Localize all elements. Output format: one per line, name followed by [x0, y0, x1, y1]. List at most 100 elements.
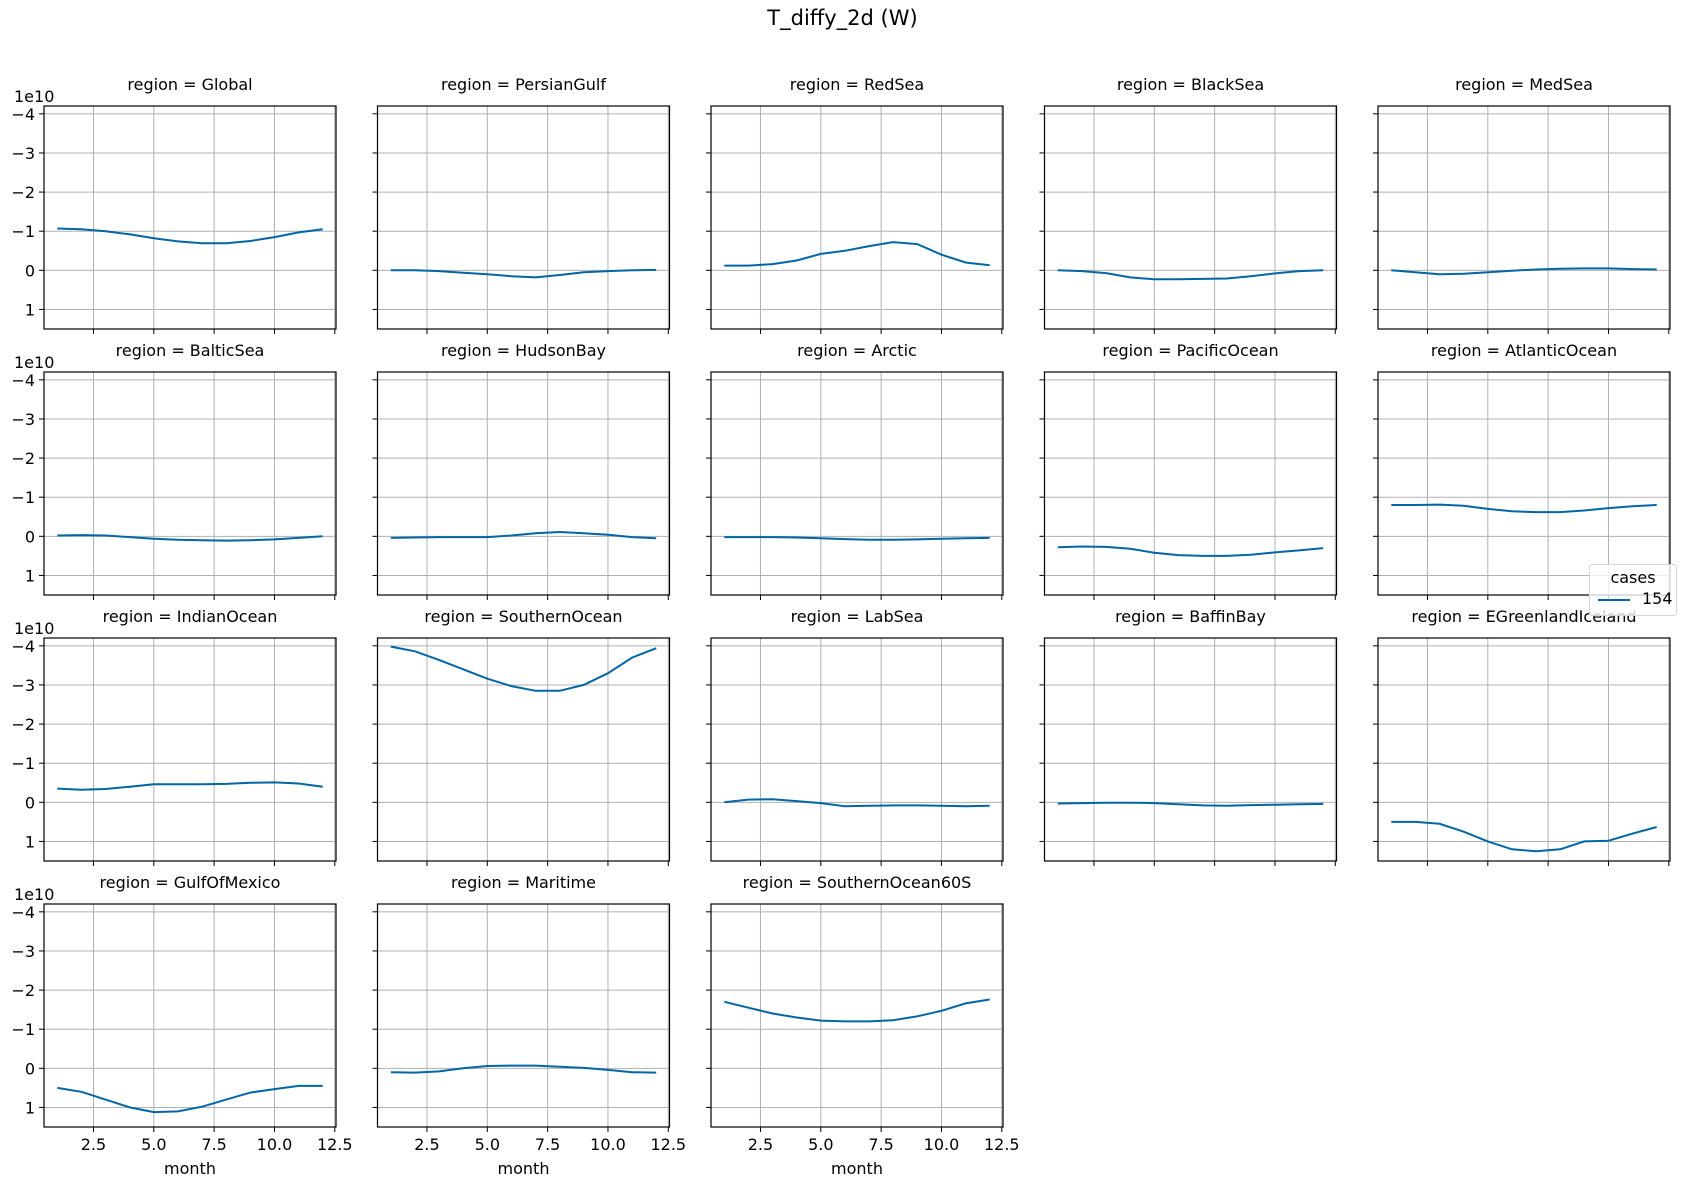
- series-line-154: [390, 1064, 657, 1074]
- x-tick-label: 10.0: [257, 1135, 293, 1154]
- facet-panel-labsea: region = LabSea: [706, 607, 1004, 866]
- facet-title: region = BalticSea: [116, 341, 265, 360]
- facet-title: region = PacificOcean: [1102, 341, 1278, 360]
- facet-title: region = BaffinBay: [1115, 607, 1266, 626]
- series-line-154: [1391, 503, 1657, 514]
- facet-panel-indianocean: −4 −3 −2 −1 0 1 1e10 region = IndianOcean: [11, 607, 337, 866]
- axes-frame: [710, 637, 1004, 862]
- y-scale-offset-label: 1e10: [14, 87, 54, 106]
- facet-panel-pacificocean: region = PacificOcean: [1039, 341, 1338, 600]
- facet-title: region = AtlanticOcean: [1431, 341, 1617, 360]
- x-tick-label: 2.5: [414, 1135, 439, 1154]
- series-line-154: [390, 530, 657, 540]
- facet-title: region = Arctic: [797, 341, 917, 360]
- x-axis-label: month: [498, 1159, 550, 1178]
- legend-title: cases: [1610, 568, 1656, 587]
- facet-title: region = Maritime: [451, 873, 596, 892]
- y-tick-label: 0: [25, 1059, 35, 1078]
- y-tick-label: −1: [11, 754, 35, 773]
- axes-frame: [376, 903, 671, 1128]
- facet-panel-egreenlandiceland: region = EGreenlandIceland: [1373, 607, 1671, 866]
- axes-frame: [1043, 371, 1338, 596]
- x-tick-label: 5.0: [141, 1135, 166, 1154]
- facet-title: region = SouthernOcean: [424, 607, 622, 626]
- series-line-154: [724, 798, 990, 808]
- y-tick-label: −4: [11, 105, 35, 124]
- axes-frame: [710, 105, 1004, 330]
- axes-frame: [1377, 371, 1671, 596]
- facet-panel-blacksea: region = BlackSea: [1039, 75, 1338, 334]
- series-line-154: [390, 645, 657, 692]
- series-line-154: [724, 241, 990, 267]
- x-tick-label: 7.5: [535, 1135, 560, 1154]
- series-line-154: [57, 781, 323, 791]
- y-tick-label: 1: [25, 566, 35, 585]
- y-tick-label: −3: [11, 144, 35, 163]
- figure-title: T_diffy_2d (W): [767, 6, 918, 30]
- x-tick-label: 7.5: [201, 1135, 226, 1154]
- facet-title: region = SouthernOcean60S: [743, 873, 972, 892]
- axes-frame: [43, 637, 337, 862]
- y-tick-label: −4: [11, 371, 35, 390]
- facet-panel-baffinbay: region = BaffinBay: [1039, 607, 1338, 866]
- legend-line-swatch: [1598, 599, 1630, 601]
- facet-panel-redsea: region = RedSea: [706, 75, 1004, 334]
- x-axis-label: month: [164, 1159, 216, 1178]
- series-line-154: [1391, 820, 1657, 853]
- y-tick-label: −4: [11, 637, 35, 656]
- y-tick-label: 0: [25, 261, 35, 280]
- facet-title: region = BlackSea: [1117, 75, 1264, 94]
- y-tick-label: 0: [25, 527, 35, 546]
- series-line-154: [1057, 545, 1324, 557]
- facet-panel-balticsea: −4 −3 −2 −1 0 1 1e10 region = BalticSea: [11, 341, 337, 600]
- legend-entry-label: 154: [1642, 589, 1673, 608]
- x-tick-label: 12.5: [984, 1135, 1020, 1154]
- axes-frame: [1377, 105, 1671, 330]
- y-scale-offset-label: 1e10: [14, 619, 54, 638]
- facet-panel-maritime: 2.5 5.0 7.5 10.0 12.5 month region = Maritime: [372, 873, 686, 1178]
- y-tick-label: −2: [11, 715, 35, 734]
- axes-frame: [1043, 105, 1338, 330]
- facet-panel-arctic: region = Arctic: [706, 341, 1004, 600]
- legend: cases 154: [1589, 564, 1677, 616]
- axes-frame: [710, 371, 1004, 596]
- y-tick-label: −2: [11, 981, 35, 1000]
- series-line-154: [1057, 801, 1324, 807]
- axes-frame: [376, 105, 671, 330]
- facet-title: region = Global: [127, 75, 252, 94]
- axes-frame: [43, 371, 337, 596]
- series-line-154: [724, 998, 990, 1023]
- series-line-154: [57, 227, 323, 245]
- series-line-154: [1391, 267, 1657, 276]
- facet-title: region = MedSea: [1455, 75, 1593, 94]
- y-tick-label: 1: [25, 832, 35, 851]
- y-scale-offset-label: 1e10: [14, 353, 54, 372]
- axes-frame: [710, 903, 1004, 1128]
- axes-frame: [376, 371, 671, 596]
- x-tick-label: 12.5: [650, 1135, 686, 1154]
- y-tick-label: 0: [25, 793, 35, 812]
- x-tick-label: 5.0: [475, 1135, 500, 1154]
- facet-panel-hudsonbay: region = HudsonBay: [372, 341, 671, 600]
- y-tick-label: −3: [11, 942, 35, 961]
- series-line-154: [1057, 269, 1324, 281]
- axes-frame: [43, 105, 337, 330]
- y-tick-label: −4: [11, 903, 35, 922]
- y-tick-label: 1: [25, 300, 35, 319]
- x-tick-label: 2.5: [81, 1135, 106, 1154]
- facet-panel-southernocean60s: 2.5 5.0 7.5 10.0 12.5 month region = SouthernO…: [706, 873, 1020, 1178]
- facet-panel-persiangulf: region = PersianGulf: [372, 75, 671, 334]
- y-tick-label: −1: [11, 488, 35, 507]
- facet-panel-atlanticocean: region = AtlanticOcean: [1373, 341, 1671, 600]
- x-tick-label: 12.5: [317, 1135, 353, 1154]
- x-tick-label: 7.5: [868, 1135, 893, 1154]
- y-tick-label: −2: [11, 183, 35, 202]
- x-tick-label: 10.0: [924, 1135, 960, 1154]
- facet-panel-medsea: region = MedSea: [1373, 75, 1671, 334]
- y-tick-label: −3: [11, 410, 35, 429]
- facet-panel-southernocean: region = SouthernOcean: [372, 607, 671, 866]
- facet-title: region = EGreenlandIceland: [1411, 607, 1636, 626]
- axes-frame: [376, 637, 671, 862]
- x-tick-label: 5.0: [808, 1135, 833, 1154]
- axes-frame: [1043, 637, 1338, 862]
